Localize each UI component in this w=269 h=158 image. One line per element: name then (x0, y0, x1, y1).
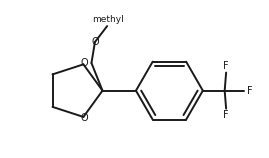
Text: O: O (91, 37, 99, 47)
Text: O: O (80, 113, 88, 123)
Text: F: F (223, 110, 229, 120)
Text: O: O (80, 58, 88, 68)
Text: F: F (247, 86, 252, 96)
Text: F: F (223, 61, 229, 71)
Text: methyl: methyl (92, 15, 124, 24)
